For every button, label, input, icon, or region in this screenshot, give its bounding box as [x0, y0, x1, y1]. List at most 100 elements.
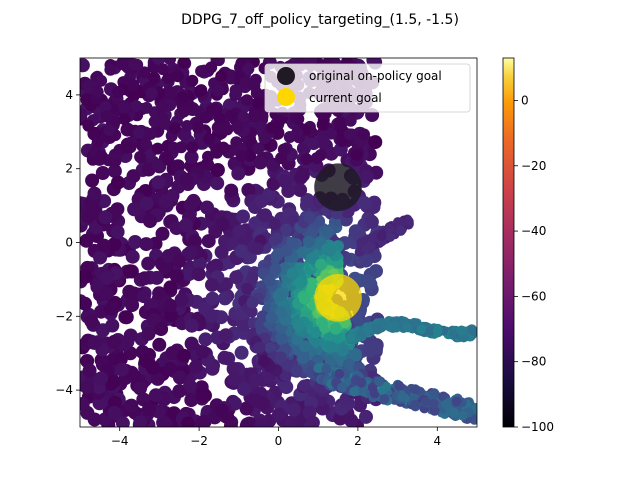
trajectory-point — [99, 100, 112, 113]
trajectory-point — [80, 58, 90, 73]
trajectory-point — [344, 114, 357, 127]
trajectory-point — [251, 242, 264, 255]
goal-markers — [314, 163, 362, 322]
trajectory-point — [103, 124, 116, 136]
trajectory-point — [178, 105, 191, 118]
trajectory-point — [286, 267, 299, 280]
trajectory-point — [99, 286, 114, 301]
trajectory-point — [237, 382, 252, 397]
trajectory-point — [195, 84, 208, 97]
trajectory-point — [309, 326, 322, 339]
trajectory-point — [337, 382, 347, 393]
trajectory-point — [402, 322, 413, 333]
trajectory-point — [425, 325, 436, 336]
trajectory-point — [298, 379, 311, 392]
trajectory-point — [113, 352, 128, 367]
trajectory-point — [298, 292, 311, 305]
trajectory-point — [223, 419, 238, 427]
legend: original on-policy goal current goal — [264, 63, 471, 113]
trajectory-point — [273, 114, 286, 127]
trajectory-point — [299, 340, 312, 353]
trajectory-point — [349, 349, 362, 362]
trajectory-point — [93, 250, 108, 265]
trajectory-point — [369, 341, 384, 356]
trajectory-point — [127, 90, 140, 102]
trajectory-point — [251, 96, 264, 109]
trajectory-point — [217, 350, 232, 365]
trajectory-point — [130, 100, 143, 113]
trajectory-point — [217, 141, 230, 154]
scatter-points — [80, 58, 477, 427]
trajectory-point — [249, 393, 264, 408]
trajectory-point — [112, 86, 125, 99]
trajectory-point — [145, 87, 158, 100]
colorbar-tick-label: −60 — [521, 289, 546, 303]
trajectory-point — [344, 359, 357, 372]
trajectory-point — [80, 380, 95, 395]
trajectory-point — [128, 235, 143, 249]
trajectory-point — [137, 271, 152, 286]
trajectory-point — [248, 373, 262, 388]
trajectory-point — [374, 376, 384, 387]
trajectory-point — [167, 141, 180, 154]
trajectory-point — [325, 127, 338, 140]
trajectory-point — [87, 412, 102, 427]
trajectory-point — [99, 270, 114, 285]
trajectory-point — [184, 393, 199, 408]
trajectory-point — [188, 359, 203, 374]
trajectory-point — [205, 277, 219, 292]
trajectory-point — [253, 341, 266, 354]
trajectory-point — [184, 318, 199, 333]
trajectory-point — [186, 193, 201, 208]
trajectory-point — [212, 84, 225, 97]
trajectory-point — [280, 244, 293, 257]
trajectory-point — [87, 186, 102, 201]
trajectory-point — [106, 374, 121, 389]
trajectory-point — [416, 324, 427, 335]
trajectory-point — [195, 415, 210, 427]
trajectory-point — [204, 308, 219, 323]
trajectory-point — [191, 267, 206, 282]
trajectory-point — [274, 351, 287, 364]
trajectory-point — [172, 370, 187, 385]
trajectory-point — [295, 168, 310, 183]
trajectory-point — [96, 238, 111, 253]
trajectory-point — [128, 58, 141, 71]
trajectory-point — [235, 149, 248, 162]
legend-label-current-goal: current goal — [309, 91, 382, 105]
trajectory-point — [213, 112, 226, 125]
trajectory-point — [195, 344, 210, 359]
trajectory-point — [395, 225, 406, 235]
trajectory-point — [133, 381, 148, 396]
x-tick-label: −2 — [190, 434, 208, 448]
trajectory-point — [377, 385, 388, 395]
trajectory-point — [324, 244, 337, 257]
trajectory-point — [359, 253, 374, 268]
trajectory-point — [246, 272, 259, 284]
trajectory-point — [188, 234, 202, 249]
y-tick-label: 0 — [65, 236, 73, 250]
trajectory-point — [176, 91, 189, 104]
trajectory-point — [192, 121, 204, 134]
trajectory-point — [270, 232, 283, 245]
trajectory-point — [241, 282, 254, 295]
trajectory-point — [428, 398, 439, 409]
trajectory-point — [134, 150, 147, 163]
trajectory-point — [85, 173, 100, 188]
trajectory-point — [124, 398, 139, 413]
trajectory-point — [229, 270, 244, 285]
trajectory-point — [181, 416, 195, 427]
colorbar-tick-label: −80 — [521, 355, 546, 369]
trajectory-point — [85, 204, 100, 219]
trajectory-point — [345, 333, 356, 344]
trajectory-point — [82, 363, 97, 378]
trajectory-point — [198, 332, 213, 347]
trajectory-point — [396, 392, 407, 403]
x-tick-label: 4 — [433, 434, 441, 448]
trajectory-point — [91, 85, 104, 98]
trajectory-point — [283, 131, 296, 143]
trajectory-point — [107, 334, 122, 349]
trajectory-point — [241, 183, 256, 197]
trajectory-point — [157, 63, 170, 76]
trajectory-point — [429, 388, 440, 399]
